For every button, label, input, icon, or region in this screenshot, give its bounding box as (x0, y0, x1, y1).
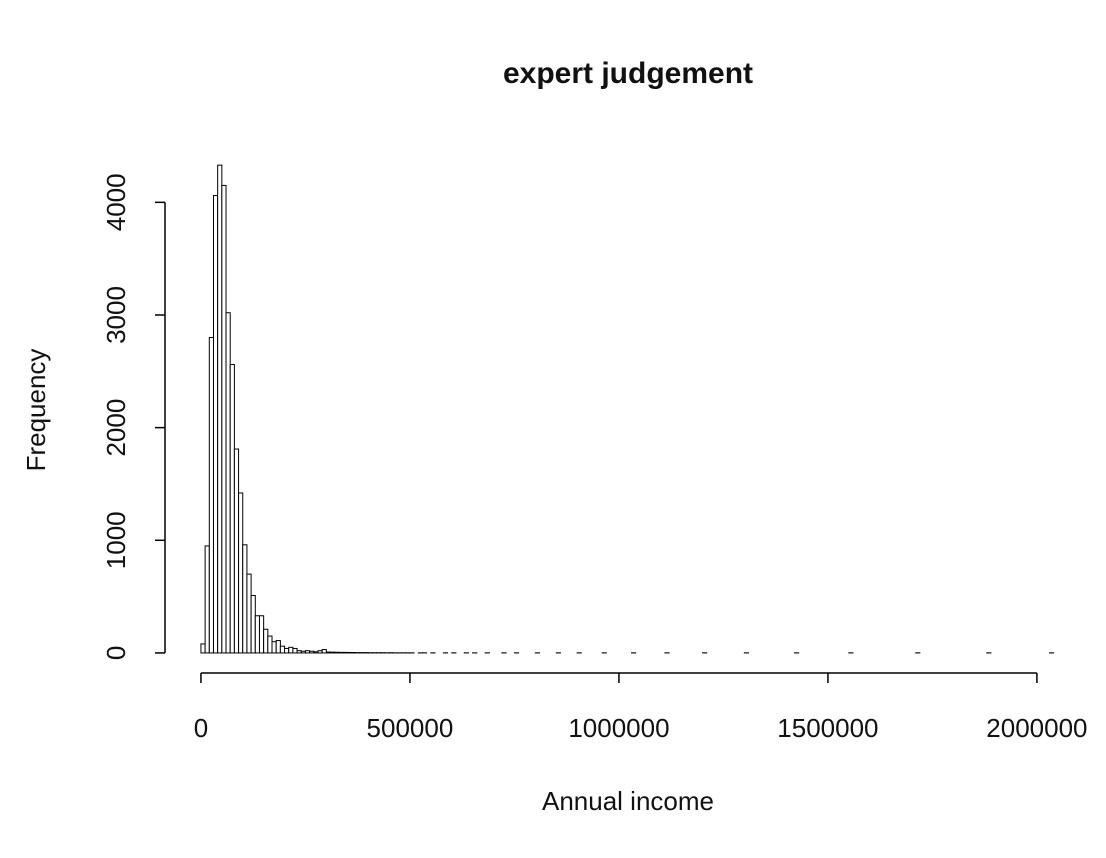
bar (300, 650, 306, 654)
bar (284, 647, 290, 654)
bar (200, 643, 206, 654)
bar (229, 364, 235, 654)
x-tick-label: 2000000 (986, 713, 1087, 743)
bar (258, 615, 265, 654)
bar (321, 649, 327, 654)
x-tick-label: 1500000 (777, 713, 878, 743)
chart-title: expert judgement (503, 57, 753, 90)
bar (309, 650, 315, 654)
y-axis-label: Frequency (21, 349, 51, 472)
x-axis-label: Annual income (542, 786, 714, 816)
bar (292, 647, 298, 654)
x-tick-label: 0 (194, 713, 208, 743)
bar (288, 646, 294, 654)
bar (334, 651, 340, 654)
bar (330, 651, 336, 654)
bar (325, 651, 332, 654)
bar (313, 651, 319, 654)
bar (317, 650, 323, 654)
bar (242, 544, 248, 654)
bar (221, 184, 227, 654)
y-tick-label: 2000 (101, 399, 131, 457)
bar (338, 651, 344, 654)
bar (204, 545, 210, 654)
bar (208, 337, 214, 654)
bar (304, 650, 311, 654)
bar (271, 641, 277, 654)
bar (225, 312, 231, 654)
bar (250, 594, 256, 654)
bar (275, 640, 281, 654)
x-tick-label: 500000 (367, 713, 454, 743)
bar (238, 492, 244, 654)
bar (212, 195, 219, 654)
x-tick-label: 1000000 (568, 713, 669, 743)
bar (263, 628, 269, 654)
bar (246, 573, 252, 654)
bar (217, 164, 223, 654)
y-tick-label: 4000 (101, 173, 131, 231)
bar (279, 645, 286, 654)
y-tick-label: 0 (101, 646, 131, 660)
bar (254, 615, 260, 654)
bar (267, 635, 273, 654)
y-tick-label: 3000 (101, 286, 131, 344)
bar (296, 650, 302, 654)
bar (342, 651, 348, 654)
y-tick-label: 1000 (101, 511, 131, 569)
bar (233, 448, 240, 654)
